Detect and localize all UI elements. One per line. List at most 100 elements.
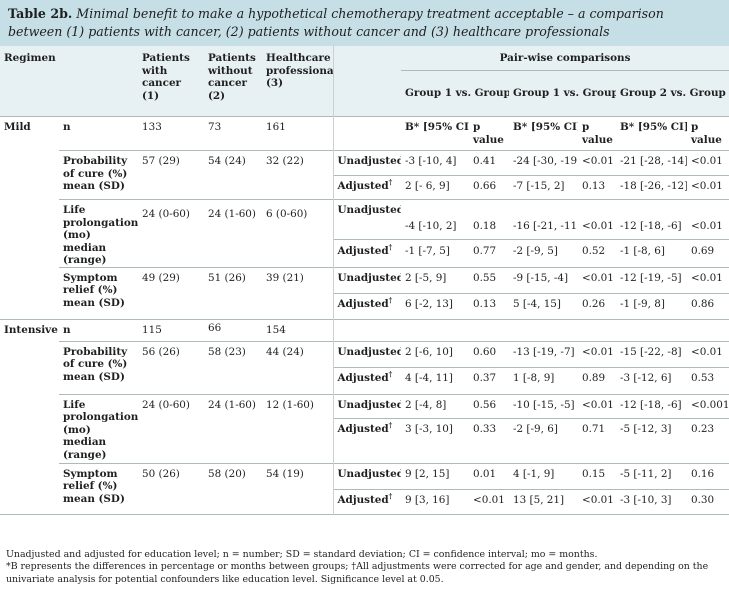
unadjusted-label: Unadjusted [332,266,401,293]
cell: 0.89 [578,366,616,394]
table-label: Table 2b. [8,6,73,21]
cell: -12 [-18, -6] [616,393,687,418]
cell: -2 [-9, 5] [509,239,578,267]
cell: 12 (1-60) [262,393,333,463]
table-title: Table 2b. Minimal benefit to make a hypo… [0,0,729,46]
cell: 0.60 [469,340,509,367]
p-header: p value [578,116,616,151]
cell: 24 (1-60) [204,393,262,463]
cell: 6 (0-60) [262,199,333,267]
col-group2: Patients without cancer (2) [204,46,262,117]
cell: -3 [-10, 3] [616,488,687,514]
measure-label: Life prolongation (mo) median (range) [59,393,138,463]
cell: 154 [262,318,333,341]
adjusted-label: Adjusted† [332,175,401,200]
cell: 0.16 [687,462,729,489]
cell: <0.01 [469,488,509,514]
cell: 0.15 [578,462,616,489]
cell: 0.37 [469,366,509,394]
pairwise-header: Pair-wise comparisons [401,46,729,70]
cell: 58 (23) [204,340,262,394]
cell: 2 [- 6, 9] [401,175,469,200]
b-header: B* [95% CI] [616,116,687,151]
footnote: Unadjusted and adjusted for education le… [6,549,598,560]
cell: -24 [-30, -19] [509,150,578,176]
cell: -4 [-10, 2] [401,198,469,240]
cell: <0.01 [687,266,729,293]
results-table: Regimen Patients with cancer (1) Patient… [0,46,729,515]
cell: <0.01 [578,488,616,514]
cell: 5 [-4, 15] [509,292,578,319]
cell: 66 [204,318,262,341]
cell: 58 (20) [204,462,262,514]
regimen-intensive: Intensive [0,318,59,341]
cell: 115 [138,318,204,341]
cell: 0.13 [578,175,616,200]
cell: 0.56 [469,393,509,418]
adjusted-label: Adjusted† [332,488,401,514]
cell: -13 [-19, -7] [509,340,578,367]
cell: 0.18 [469,198,509,240]
cell-empty [332,116,401,151]
cell: 4 [-1, 9] [509,462,578,489]
cell: 9 [3, 16] [401,488,469,514]
cell: <0.01 [578,340,616,367]
b-header: B* [95% CI] [509,116,578,151]
cell: <0.01 [687,150,729,176]
col-group1: Patients with cancer (1) [138,46,204,117]
p-header: p value [469,116,509,151]
cell: -2 [-9, 6] [509,417,578,463]
label-n: n [59,116,138,151]
table-footnotes: Unadjusted and adjusted for education le… [6,549,722,586]
measure-label: Probability of cure (%) mean (SD) [59,150,138,200]
cmp-1-2-header: Group 1 vs. Group 2 [401,69,509,116]
unadjusted-label: Unadjusted [332,393,401,418]
cell: 0.71 [578,417,616,463]
cell: 73 [204,116,262,151]
label-n: n [59,318,138,341]
cell-empty [332,318,401,341]
cell: -21 [-28, -14] [616,150,687,176]
cell: 50 (26) [138,462,204,514]
cmp-2-3-header: Group 2 vs. Group 3 [616,69,729,116]
cell: 133 [138,116,204,151]
cell: -1 [-9, 8] [616,292,687,319]
cell: 9 [2, 15] [401,462,469,489]
col-regimen: Regimen [0,46,59,117]
cell: -3 [-10, 4] [401,150,469,176]
cell: -3 [-12, 6] [616,366,687,394]
unadjusted-label: Unadjusted [332,198,401,240]
cell: <0.01 [578,393,616,418]
cell: 24 (0-60) [138,393,204,463]
cell: 6 [-2, 13] [401,292,469,319]
col-measure [59,46,138,117]
cell: 2 [-6, 10] [401,340,469,367]
cell: <0.01 [578,266,616,293]
cell: 44 (24) [262,340,333,394]
cell: 24 (1-60) [204,199,262,267]
unadjusted-label: Unadjusted [332,150,401,176]
cell: -1 [-8, 6] [616,239,687,267]
cell: 51 (26) [204,266,262,319]
cell: 39 (21) [262,266,333,319]
measure-label: Symptom relief (%) mean (SD) [59,266,138,319]
b-header: B* [95% CI] [401,116,469,151]
cell: 2 [-4, 8] [401,393,469,418]
cell: <0.01 [578,150,616,176]
cell: -9 [-15, -4] [509,266,578,293]
cell: 0.86 [687,292,729,319]
cell: 0.33 [469,417,509,463]
cell: 49 (29) [138,266,204,319]
cell: 161 [262,116,333,151]
cell: 0.41 [469,150,509,176]
measure-label: Probability of cure (%) mean (SD) [59,340,138,394]
cell: 32 (22) [262,150,333,200]
col-adjustment [332,46,401,70]
table-caption: Minimal benefit to make a hypothetical c… [8,6,664,39]
measure-label: Symptom relief (%) mean (SD) [59,462,138,514]
cell: 3 [-3, 10] [401,417,469,463]
cell: 4 [-4, 11] [401,366,469,394]
cell: 0.30 [687,488,729,514]
unadjusted-label: Unadjusted [332,462,401,489]
